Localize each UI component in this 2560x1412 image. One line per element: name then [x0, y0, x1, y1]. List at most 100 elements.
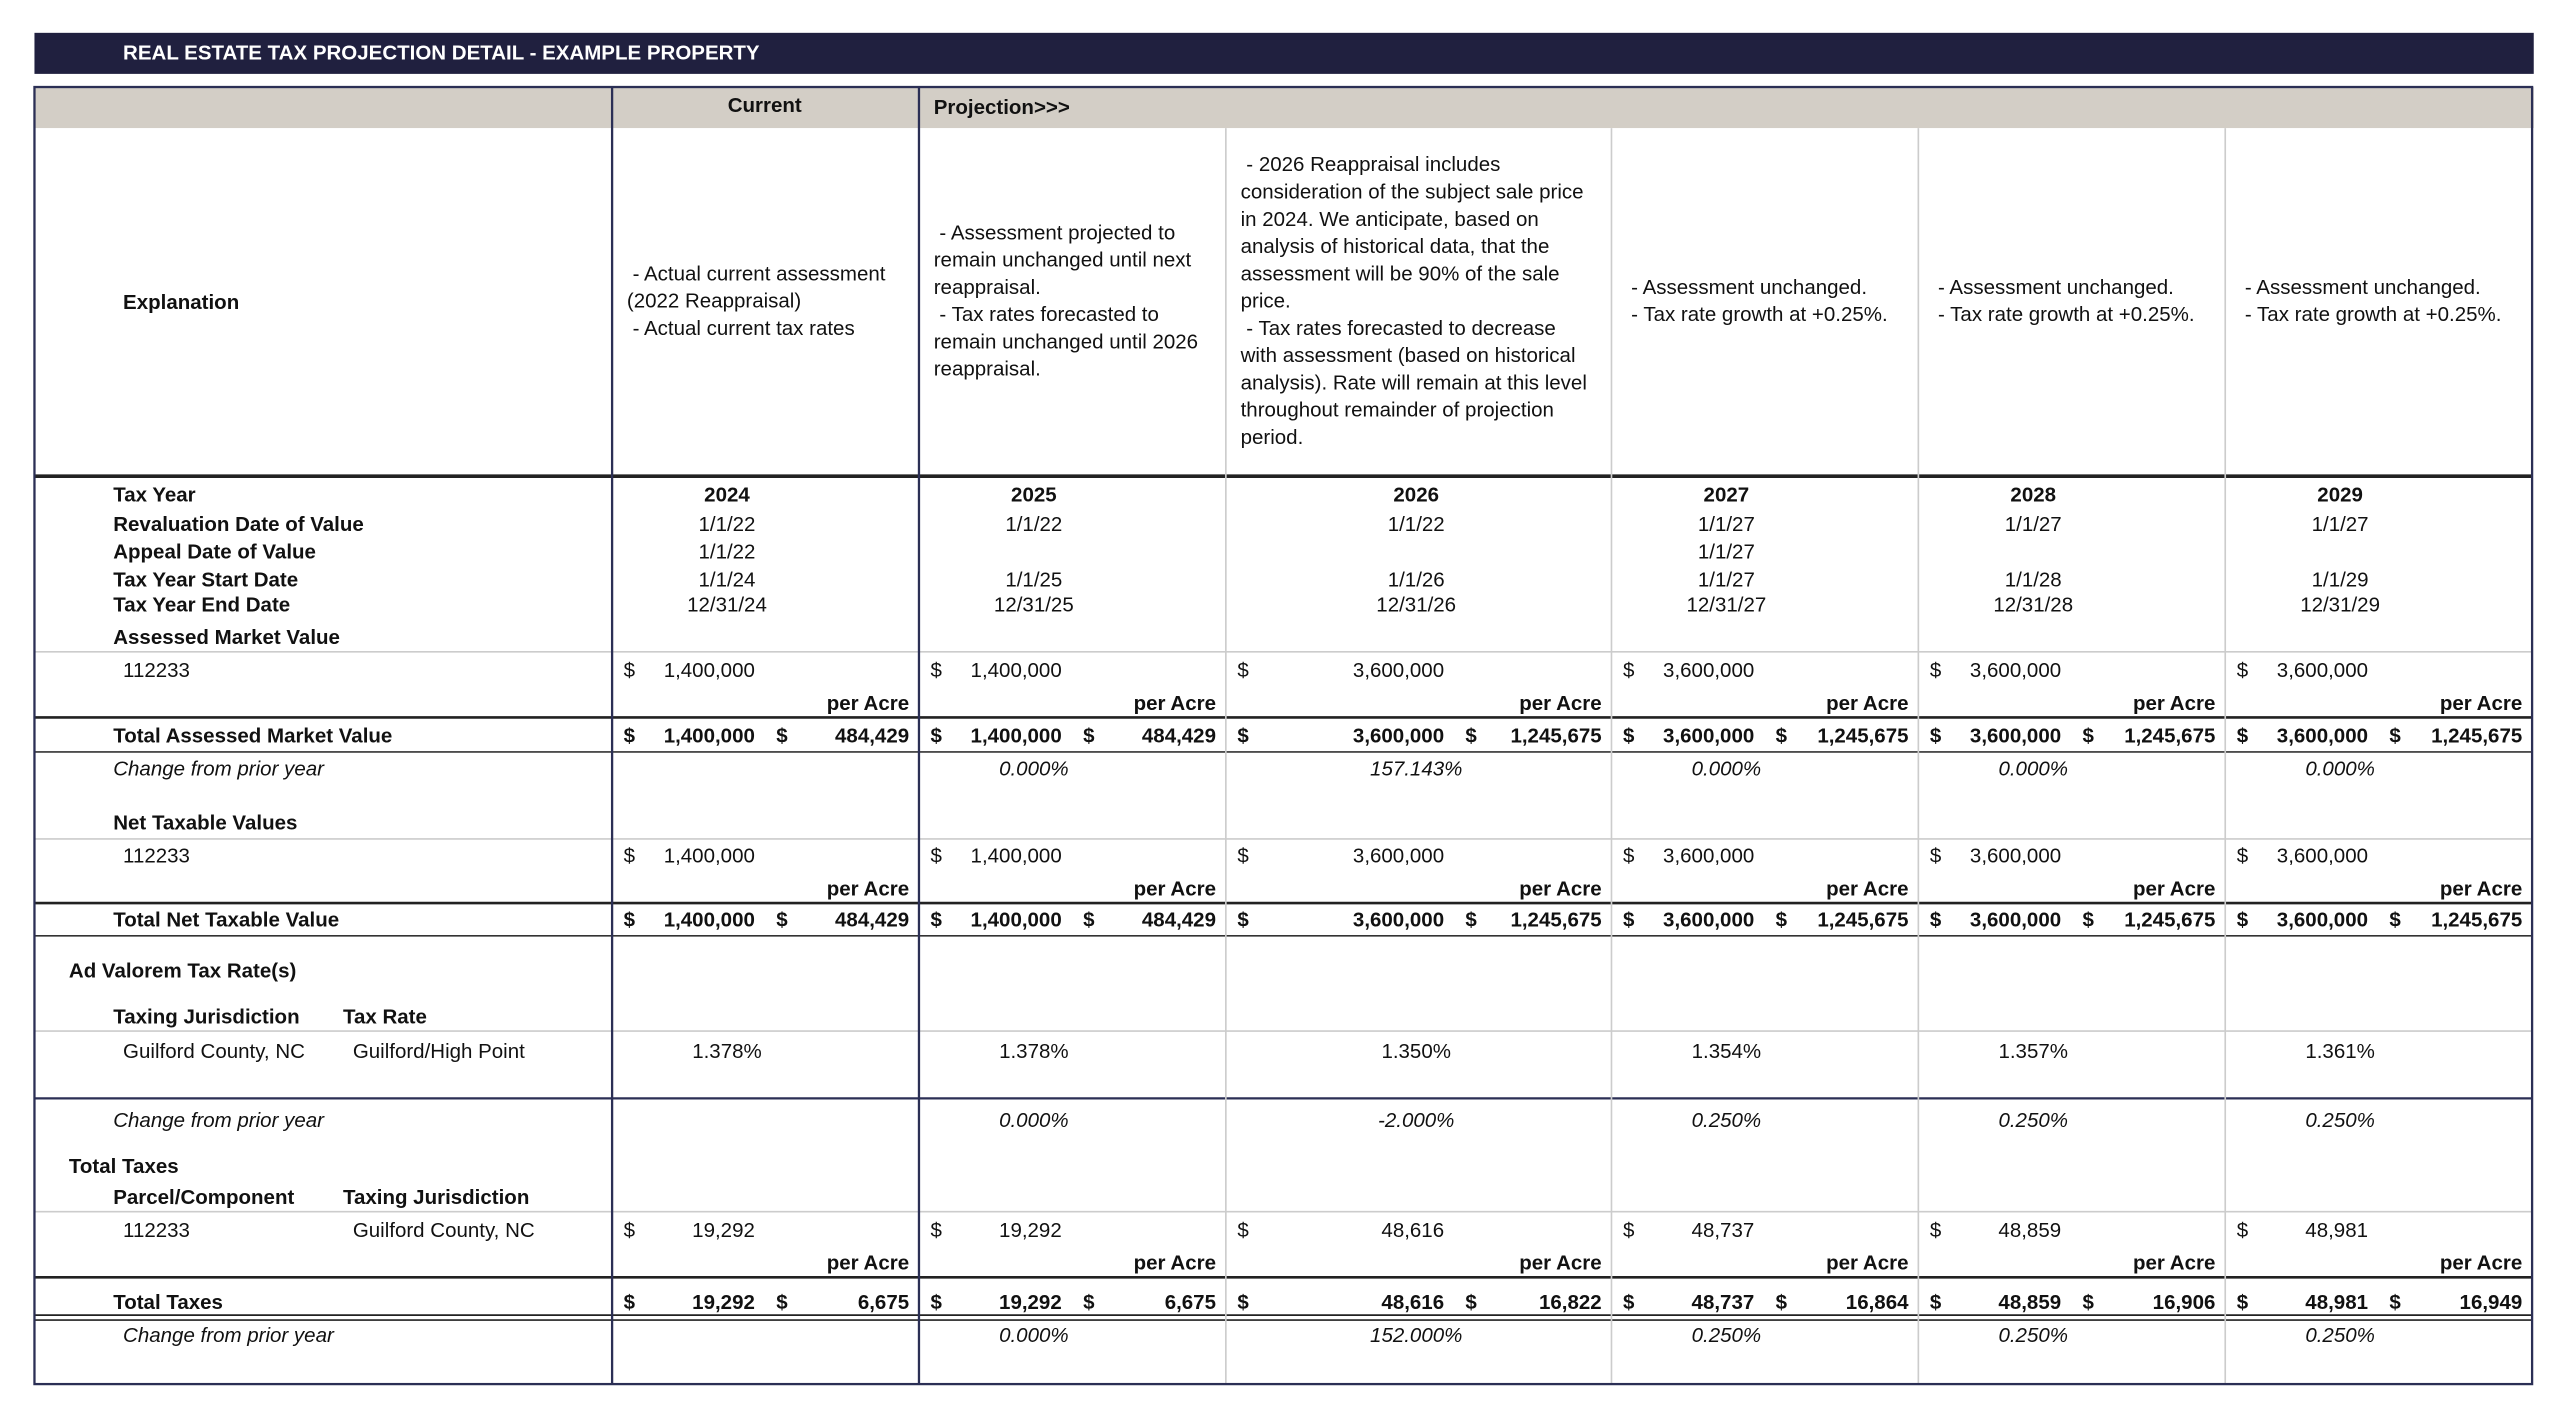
amount-total: 3,600,000: [1353, 725, 1444, 748]
currency: $: [1237, 909, 1249, 932]
currency: $: [624, 725, 636, 748]
amount: 3,600,000: [1663, 659, 1754, 682]
jurisdiction: Guilford County, NC: [353, 1219, 535, 1242]
per-acre-amount: 484,429: [835, 725, 909, 748]
per-acre-amount: 484,429: [1142, 909, 1216, 932]
currency: $: [1776, 1291, 1788, 1314]
date: 1/1/22: [698, 513, 755, 536]
currency: $: [1776, 909, 1788, 932]
column-group: Projection>>>: [934, 96, 1070, 119]
date: 1/1/27: [1698, 569, 1755, 592]
explanation-line: consideration of the subject sale price: [1241, 181, 1584, 204]
per-acre-amount: 1,245,675: [2431, 725, 2522, 748]
currency: $: [1083, 909, 1095, 932]
amount-total: 1,400,000: [971, 909, 1062, 932]
amount: 3,600,000: [2277, 659, 2368, 682]
explanation-line: - Actual current tax rates: [627, 317, 855, 340]
tax-rate: 1.357%: [1998, 1040, 2068, 1063]
per-acre-amount: 1,245,675: [2124, 725, 2215, 748]
amount-total: 3,600,000: [1970, 909, 2061, 932]
date: 12/31/29: [2300, 593, 2380, 616]
row-label: Total Taxes: [69, 1155, 179, 1178]
currency: $: [930, 909, 942, 932]
change-pct: 0.250%: [1998, 1324, 2068, 1347]
tax-year: 2029: [2317, 483, 2363, 506]
explanation-line: - Actual current assessment: [627, 262, 886, 285]
row-label: Total Assessed Market Value: [113, 725, 392, 748]
tax-year: 2024: [704, 483, 750, 506]
amount: 3,600,000: [1970, 844, 2061, 867]
amount-total: 48,737: [1692, 1291, 1755, 1314]
explanation-line: (2022 Reappraisal): [627, 290, 801, 313]
per-acre-label: per Acre: [1134, 692, 1216, 715]
currency: $: [2389, 1291, 2401, 1314]
currency: $: [1930, 1219, 1942, 1242]
amount: 3,600,000: [1353, 659, 1444, 682]
row-label: Total Net Taxable Value: [113, 909, 339, 932]
currency: $: [1623, 1291, 1635, 1314]
date: 1/1/28: [2005, 569, 2062, 592]
date: 1/1/22: [1005, 513, 1062, 536]
explanation-line: price.: [1241, 290, 1291, 313]
per-acre-label: per Acre: [1519, 692, 1601, 715]
currency: $: [2082, 725, 2094, 748]
jurisdiction: Guilford County, NC: [123, 1040, 305, 1063]
date: 12/31/25: [994, 593, 1074, 616]
currency: $: [624, 659, 636, 682]
explanation-line: reappraisal.: [934, 358, 1041, 381]
change-pct: 0.000%: [999, 1324, 1069, 1347]
tax-rate: 1.354%: [1692, 1040, 1762, 1063]
date: 1/1/22: [1388, 513, 1445, 536]
row-label: Tax Year: [113, 483, 195, 506]
currency: $: [1623, 909, 1635, 932]
currency: $: [930, 659, 942, 682]
per-acre-label: per Acre: [2133, 877, 2215, 900]
date: 12/31/24: [687, 593, 767, 616]
title-bar: [34, 32, 2534, 74]
per-acre-label: per Acre: [827, 1252, 909, 1275]
per-acre-amount: 1,245,675: [2431, 909, 2522, 932]
currency: $: [2237, 909, 2249, 932]
row-label: Explanation: [123, 291, 239, 314]
explanation-line: - Assessment unchanged.: [1938, 276, 2174, 299]
currency: $: [1237, 1291, 1249, 1314]
row-label: Tax Year Start Date: [113, 569, 298, 592]
currency: $: [930, 844, 942, 867]
per-acre-label: per Acre: [1826, 877, 1908, 900]
currency: $: [1930, 909, 1942, 932]
amount-total: 1,400,000: [664, 725, 755, 748]
explanation-line: analysis of historical data, that the: [1241, 235, 1550, 258]
explanation-line: in 2024. We anticipate, based on: [1241, 208, 1539, 231]
change-pct: 0.000%: [999, 1109, 1069, 1132]
row-label: Ad Valorem Tax Rate(s): [69, 959, 296, 982]
currency: $: [624, 1219, 636, 1242]
per-acre-label: per Acre: [1134, 877, 1216, 900]
explanation-line: period.: [1241, 426, 1304, 449]
date: 1/1/26: [1388, 569, 1445, 592]
change-pct: 0.000%: [1998, 757, 2068, 780]
currency: $: [1237, 725, 1249, 748]
currency: $: [930, 725, 942, 748]
explanation-line: - Tax rate growth at +0.25%.: [2245, 303, 2502, 326]
amount-total: 1,400,000: [971, 725, 1062, 748]
amount-total: 3,600,000: [1353, 909, 1444, 932]
per-acre-amount: 1,245,675: [1510, 909, 1601, 932]
header-band: [34, 87, 2534, 129]
per-acre-label: per Acre: [1519, 1252, 1601, 1275]
amount: 1,400,000: [664, 659, 755, 682]
currency: $: [1237, 844, 1249, 867]
row-label: Change from prior year: [113, 1109, 325, 1132]
date: 1/1/27: [2005, 513, 2062, 536]
currency: $: [1623, 659, 1635, 682]
amount: 3,600,000: [1663, 844, 1754, 867]
explanation-line: remain unchanged until next: [934, 249, 1192, 272]
amount-total: 48,616: [1381, 1291, 1444, 1314]
change-pct: 0.250%: [1692, 1324, 1762, 1347]
per-acre-amount: 16,864: [1846, 1291, 1909, 1314]
date: 12/31/26: [1376, 593, 1456, 616]
date: 1/1/25: [1005, 569, 1062, 592]
amount: 48,737: [1692, 1219, 1755, 1242]
amount: 3,600,000: [2277, 844, 2368, 867]
amount-total: 3,600,000: [1663, 725, 1754, 748]
currency: $: [1465, 909, 1477, 932]
